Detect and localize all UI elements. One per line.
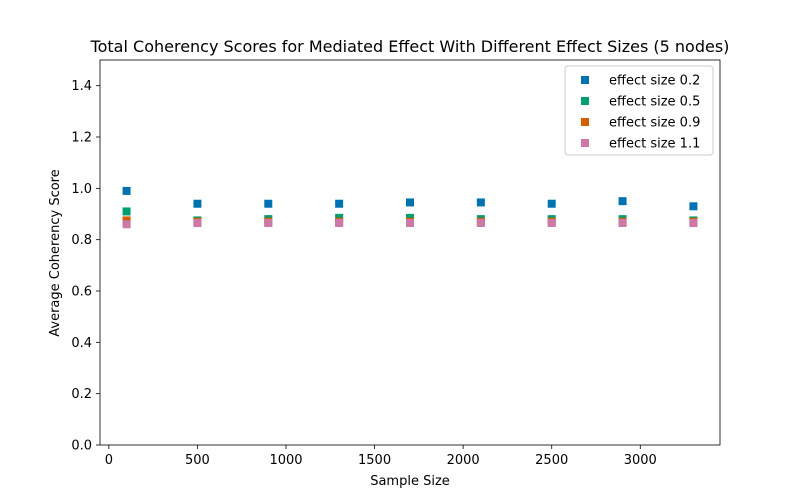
- legend-entry: effect size 1.1: [609, 137, 700, 152]
- x-axis: 0 500 1000 1500 2000 2500 3000: [105, 445, 657, 468]
- x-tick-label: 0: [105, 453, 113, 468]
- y-tick-label: 0.4: [71, 336, 92, 351]
- data-point-series-4: [264, 218, 273, 227]
- x-axis-label: Sample Size: [370, 474, 450, 489]
- data-point-series-1: [264, 199, 273, 208]
- legend-marker: [581, 118, 589, 126]
- data-point-series-1: [193, 199, 202, 208]
- plot-area: [99, 59, 721, 446]
- data-point-series-4: [689, 218, 698, 227]
- data-point-series-1: [122, 186, 131, 195]
- data-point-series-4: [547, 218, 556, 227]
- y-tick-label: 1.2: [71, 131, 92, 146]
- x-tick-label: 3000: [624, 453, 657, 468]
- data-point-series-1: [476, 198, 485, 207]
- legend-box: [564, 65, 714, 156]
- legend-entry: effect size 0.2: [609, 74, 700, 89]
- data-point-series-1: [406, 198, 414, 207]
- data-points: [122, 186, 698, 229]
- data-point-series-1: [335, 199, 344, 208]
- axes-frame: [99, 59, 721, 446]
- data-point-series-4: [193, 218, 202, 227]
- y-axis-label: Average Coherency Score: [48, 169, 63, 336]
- legend-marker: [581, 139, 589, 147]
- data-point-series-4: [618, 218, 627, 227]
- y-tick-label: 1.0: [71, 182, 92, 197]
- legend-entry: effect size 0.5: [609, 95, 700, 110]
- data-point-series-4: [406, 218, 414, 227]
- x-tick-label: 500: [185, 453, 210, 468]
- x-tick-label: 1000: [269, 453, 302, 468]
- legend-marker: [581, 76, 589, 84]
- data-point-series-1: [547, 199, 556, 208]
- chart-title: Total Coherency Scores for Mediated Effe…: [90, 37, 730, 56]
- x-tick-label: 1500: [358, 453, 391, 468]
- y-axis: 0.0 0.2 0.4 0.6 0.8 1.0 1.2 1.4: [71, 79, 100, 454]
- y-tick-label: 0.6: [71, 285, 92, 300]
- x-tick-label: 2500: [535, 453, 568, 468]
- data-point-series-4: [476, 218, 485, 227]
- legend: effect size 0.2 effect size 0.5 effect siz…: [564, 65, 714, 156]
- y-tick-label: 1.4: [71, 79, 92, 94]
- data-point-series-2: [122, 207, 131, 216]
- y-tick-label: 0.2: [71, 387, 92, 402]
- data-point-series-1: [618, 197, 627, 206]
- y-tick-label: 0.8: [71, 233, 92, 248]
- legend-entry: effect size 0.9: [609, 116, 700, 131]
- data-point-series-1: [689, 202, 698, 211]
- legend-marker: [581, 97, 589, 105]
- y-tick-label: 0.0: [71, 439, 92, 454]
- data-point-series-4: [122, 220, 131, 229]
- data-point-series-4: [335, 218, 344, 227]
- x-tick-label: 2000: [447, 453, 480, 468]
